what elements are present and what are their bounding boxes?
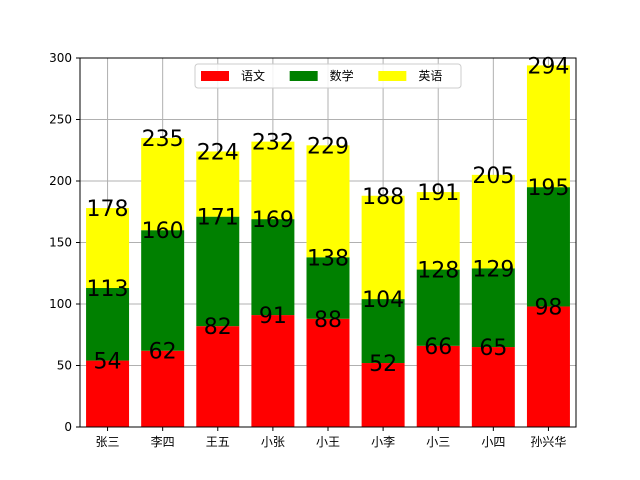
x-tick-label: 小王 [316,435,340,449]
legend-swatch [201,71,229,81]
legend: 语文 数学 英语 [194,63,462,89]
bar-segment [251,315,295,427]
data-label: 98 [534,295,562,320]
legend-label: 语文 [241,68,265,83]
bar-segment [306,257,350,319]
data-label: 104 [362,288,404,313]
bar-segment [361,363,405,427]
data-label: 178 [87,197,129,222]
bar-segment [141,230,185,351]
data-label: 138 [307,246,349,271]
bar-segment [416,192,460,270]
y-tick-label: 200 [49,174,72,188]
data-label: 188 [362,185,404,210]
bar-segment [471,347,515,427]
data-label: 129 [472,257,514,282]
data-label: 52 [369,352,397,377]
x-tick-label: 王五 [206,435,230,449]
data-label: 191 [417,181,459,206]
data-label: 128 [417,259,459,284]
data-label: 224 [197,140,239,165]
bar-segment [361,299,405,364]
legend-label: 数学 [330,68,354,83]
x-tick-label: 小李 [371,434,395,449]
data-label: 65 [479,336,507,361]
legend-label: 英语 [418,69,442,83]
bar-segment [86,208,130,289]
data-label: 205 [472,164,514,189]
bars [86,65,570,427]
data-label: 113 [87,277,129,302]
y-axis: 0 50 100 150 200 250 300 [49,51,80,434]
bar-segment [196,326,240,427]
data-label: 294 [527,54,569,79]
bar-segment [141,137,185,231]
bar-segment [141,350,185,427]
bar-segment [416,269,460,346]
y-tick-label: 50 [57,359,72,373]
data-label: 160 [142,219,184,244]
bar-segment [416,345,460,427]
bar-segment [251,141,295,220]
x-tick-label: 小张 [261,435,285,449]
x-tick-label: 张三 [96,435,120,449]
legend-box [194,63,462,89]
bar-segment [86,288,130,361]
data-label: 235 [142,127,184,152]
data-label: 82 [204,315,232,340]
data-label: 171 [197,206,239,231]
bar-segment [526,187,570,307]
data-label: 91 [259,304,287,329]
data-label: 54 [94,350,122,375]
legend-swatch [289,71,318,81]
bar-segment [306,145,350,258]
data-label: 66 [424,335,452,360]
bar-segment [361,195,405,300]
y-tick-label: 100 [49,297,72,311]
bar-segment [196,216,240,327]
data-label: 88 [314,308,342,333]
data-labels: 54 62 82 91 88 52 66 65 98 113 160 171 169 138 104 128 1… [87,54,570,377]
data-label: 62 [149,340,177,365]
bar-segment [471,268,515,348]
bar-segment [526,306,570,427]
x-tick-label: 李四 [151,434,175,449]
bar-segment [86,360,130,427]
y-tick-label: 150 [49,236,72,250]
x-tick-label: 孙兴华 [530,435,566,449]
bar-segment [251,219,295,316]
legend-swatch [378,71,407,81]
x-tick-label: 小三 [426,435,450,449]
data-label: 229 [307,134,349,159]
y-tick-label: 0 [64,420,72,434]
bar-segment [196,151,240,217]
data-label: 195 [527,176,569,201]
data-label: 169 [252,208,294,233]
x-axis: 张三 李四 王五 小张 小王 小李 小三 小四 孙兴华 [96,427,566,449]
bar-segment [306,318,350,427]
bar-segment [471,174,515,269]
x-tick-label: 小四 [481,435,505,449]
bar-segment [526,65,570,188]
y-tick-label: 300 [49,51,72,65]
data-label: 232 [252,131,294,156]
y-tick-label: 250 [49,113,72,127]
